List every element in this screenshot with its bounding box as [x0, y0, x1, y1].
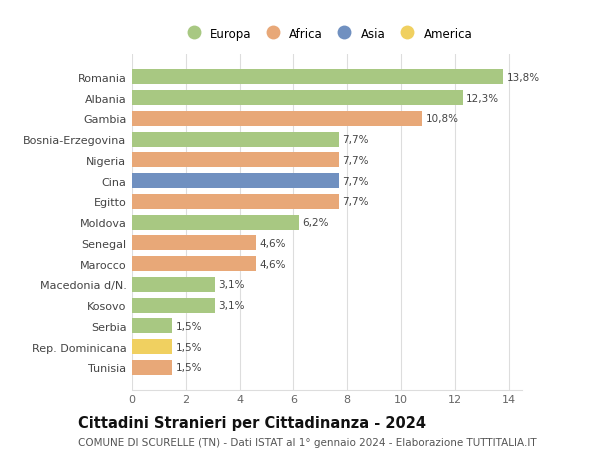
- Bar: [132, 195, 339, 209]
- Bar: [132, 360, 172, 375]
- Legend: Europa, Africa, Asia, America: Europa, Africa, Asia, America: [182, 28, 472, 40]
- Bar: [132, 298, 215, 313]
- Text: 7,7%: 7,7%: [343, 156, 369, 166]
- Bar: [132, 132, 339, 147]
- Text: 4,6%: 4,6%: [259, 238, 286, 248]
- Bar: [132, 70, 503, 85]
- Bar: [132, 257, 256, 271]
- Text: 1,5%: 1,5%: [176, 342, 202, 352]
- Bar: [132, 339, 172, 354]
- Text: Cittadini Stranieri per Cittadinanza - 2024: Cittadini Stranieri per Cittadinanza - 2…: [78, 415, 426, 431]
- Text: 12,3%: 12,3%: [466, 94, 499, 103]
- Text: 10,8%: 10,8%: [426, 114, 459, 124]
- Text: 7,7%: 7,7%: [343, 176, 369, 186]
- Bar: [132, 174, 339, 189]
- Text: 1,5%: 1,5%: [176, 321, 202, 331]
- Text: 6,2%: 6,2%: [302, 218, 328, 228]
- Text: 7,7%: 7,7%: [343, 135, 369, 145]
- Text: 4,6%: 4,6%: [259, 259, 286, 269]
- Text: 7,7%: 7,7%: [343, 197, 369, 207]
- Bar: [132, 319, 172, 334]
- Bar: [132, 91, 463, 106]
- Bar: [132, 236, 256, 251]
- Text: 1,5%: 1,5%: [176, 363, 202, 372]
- Bar: [132, 153, 339, 168]
- Bar: [132, 112, 422, 127]
- Text: COMUNE DI SCURELLE (TN) - Dati ISTAT al 1° gennaio 2024 - Elaborazione TUTTITALI: COMUNE DI SCURELLE (TN) - Dati ISTAT al …: [78, 437, 536, 447]
- Bar: [132, 215, 299, 230]
- Text: 13,8%: 13,8%: [506, 73, 539, 83]
- Bar: [132, 277, 215, 292]
- Text: 3,1%: 3,1%: [218, 280, 245, 290]
- Text: 3,1%: 3,1%: [218, 300, 245, 310]
